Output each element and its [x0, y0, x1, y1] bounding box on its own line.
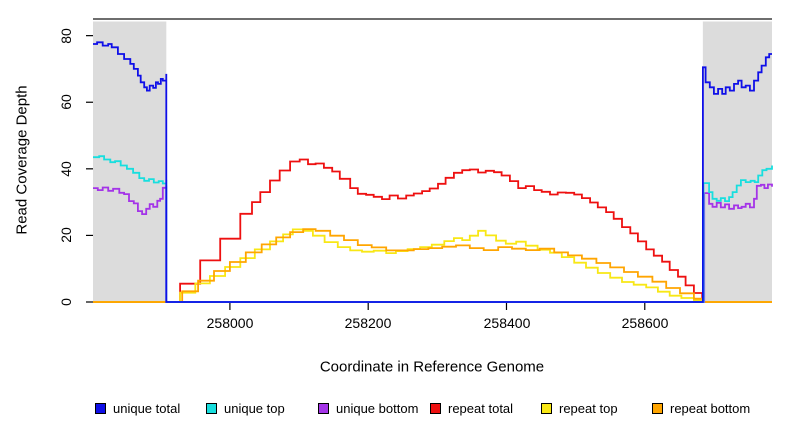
legend-label: unique top: [224, 401, 285, 416]
legend-item-unique-bottom: unique bottom: [318, 401, 418, 416]
legend-item-repeat-top: repeat top: [541, 401, 618, 416]
legend-label: unique bottom: [336, 401, 419, 416]
legend-label: repeat top: [559, 401, 618, 416]
x-tick-label: 258400: [483, 315, 531, 331]
y-tick-label: 20: [58, 227, 74, 243]
legend-item-repeat-total: repeat total: [430, 401, 513, 416]
legend-label: repeat total: [448, 401, 514, 416]
repeat-total-swatch-icon: [430, 403, 441, 414]
repeat-top-swatch-icon: [541, 403, 552, 414]
x-tick-label: 258200: [344, 315, 392, 331]
legend-item-repeat-bottom: repeat bottom: [652, 401, 750, 416]
legend-label: repeat bottom: [670, 401, 751, 416]
y-tick-label: 0: [58, 298, 74, 306]
y-axis-title: Read Coverage Depth: [13, 85, 31, 235]
x-tick-label: 258000: [206, 315, 254, 331]
unique-bottom-swatch-icon: [318, 403, 329, 414]
repeat-bottom-swatch-icon: [652, 403, 663, 414]
legend-label: unique total: [113, 401, 181, 416]
unique-total-swatch-icon: [95, 403, 106, 414]
legend-item-unique-top: unique top: [206, 401, 285, 416]
unique-top-swatch-icon: [206, 403, 217, 414]
x-tick-label: 258600: [621, 315, 669, 331]
y-tick-label: 60: [58, 94, 74, 110]
legend-item-unique-total: unique total: [95, 401, 180, 416]
y-tick-label: 40: [58, 161, 74, 177]
y-tick-label: 80: [58, 28, 74, 44]
x-axis-title: Coordinate in Reference Genome: [319, 358, 545, 376]
